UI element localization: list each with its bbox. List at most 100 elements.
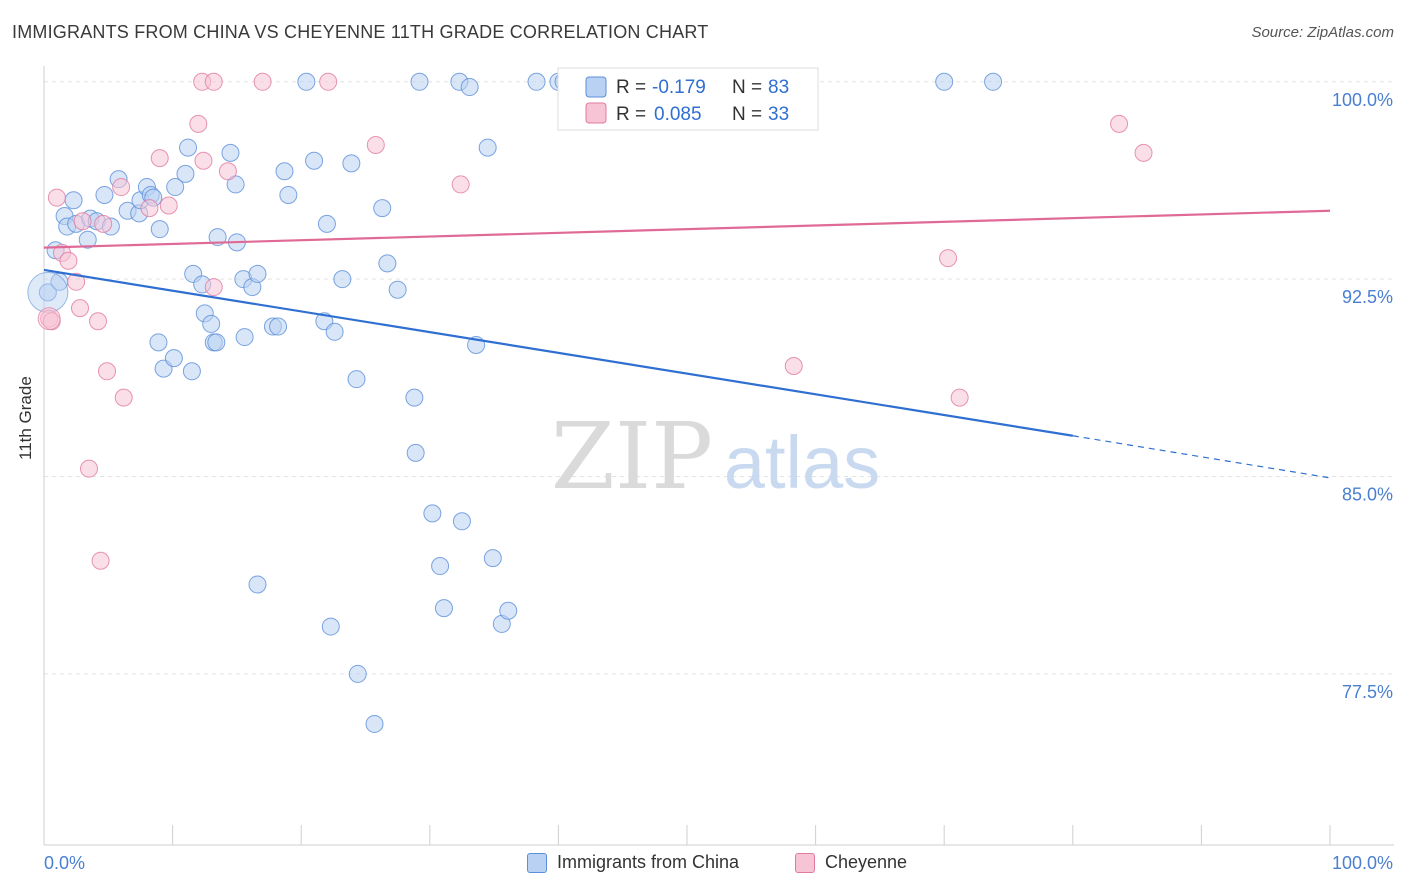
legend-swatch-cheyenne-bottom (795, 852, 815, 873)
china-point-46 (333, 270, 352, 289)
cheyenne-point-14 (140, 199, 159, 218)
cheyenne-point-15 (150, 149, 169, 168)
legend-swatch-cheyenne (585, 102, 607, 124)
cheyenne-point-9 (89, 312, 108, 331)
china-point-42 (305, 151, 324, 170)
china-point-74 (984, 72, 1003, 91)
cheyenne-point-17 (189, 114, 208, 133)
legend-n-label-china: N = (732, 77, 762, 98)
tick-labels: 100.0% 92.5% 85.0% 77.5% 0.0% 100.0% (44, 90, 1393, 873)
legend-n-value-china: 83 (768, 77, 789, 98)
china-point-56 (431, 557, 450, 576)
china-point-78 (182, 362, 201, 381)
x-tick-label-max: 100.0% (1332, 853, 1393, 873)
cheyenne-point-24 (784, 357, 803, 376)
china-point-28 (207, 333, 226, 352)
china-point-49 (373, 199, 392, 218)
china-point-80 (321, 617, 340, 636)
china-point-10 (95, 185, 114, 204)
china-point-75 (149, 333, 168, 352)
china-point-40 (279, 185, 298, 204)
cheyenne-point-11 (98, 362, 117, 381)
trend-lines (43, 209, 1331, 479)
legend-label-cheyenne: Cheyenne (825, 852, 908, 872)
cheyenne-point-12 (112, 178, 131, 197)
cheyenne-point-large (37, 307, 61, 331)
cheyenne-point-23 (451, 175, 470, 194)
cheyenne-point-31 (204, 72, 223, 91)
china-point-63 (483, 549, 502, 568)
china-point-77 (164, 349, 183, 368)
cheyenne-point-2 (47, 188, 66, 207)
legend-swatch-china-bottom (527, 852, 547, 873)
china-point-large (27, 271, 69, 313)
china-point-19 (150, 220, 169, 239)
trend-line-china (43, 268, 1073, 437)
legend-r-label-cheyenne: R = (616, 104, 646, 125)
china-point-41 (297, 72, 316, 91)
legend-top: R = -0.179 N = 83 R = 0.085 N = 33 (557, 67, 819, 131)
china-point-50 (378, 254, 397, 273)
cheyenne-point-29 (91, 551, 110, 570)
cheyenne-point-13 (114, 388, 133, 407)
china-point-79 (248, 575, 267, 594)
china-point-52 (405, 388, 424, 407)
cheyenne-point-28 (1134, 143, 1153, 162)
china-point-39 (275, 162, 294, 181)
y-tick-label-3: 77.5% (1342, 682, 1393, 702)
china-point-7 (78, 230, 97, 249)
cheyenne-point-32 (319, 72, 338, 91)
china-point-5 (64, 191, 83, 210)
cheyenne-point-26 (950, 388, 969, 407)
cheyenne-point-25 (939, 249, 958, 268)
y-tick-label-2: 85.0% (1342, 485, 1393, 505)
china-point-54 (410, 72, 429, 91)
china-point-26 (202, 314, 221, 333)
china-point-59 (452, 512, 471, 531)
legend-label-china: Immigrants from China (557, 852, 740, 872)
legend-n-label-cheyenne: N = (732, 104, 762, 125)
series-cheyenne-points (37, 72, 1153, 570)
watermark-zip: ZIP (551, 403, 713, 510)
trend-line-china-extension (1072, 435, 1331, 479)
legend-r-label-china: R = (616, 77, 646, 98)
china-point-45 (325, 322, 344, 341)
cheyenne-point-5 (67, 272, 86, 291)
legend-item-cheyenne[interactable]: Cheyenne (795, 852, 907, 873)
series-china-points (27, 72, 1003, 733)
china-point-73 (935, 72, 954, 91)
china-point-20 (166, 178, 185, 197)
china-point-57 (434, 599, 453, 618)
china-point-22 (179, 138, 198, 157)
china-point-65 (499, 601, 518, 620)
china-point-34 (235, 328, 254, 347)
china-point-48 (347, 370, 366, 389)
cheyenne-point-16 (159, 196, 178, 215)
cheyenne-point-8 (80, 459, 99, 478)
china-point-81 (348, 664, 367, 683)
legend-swatch-china (585, 76, 607, 98)
china-point-47 (342, 154, 361, 173)
china-point-60 (460, 78, 479, 97)
legend-r-value-cheyenne: 0.085 (654, 104, 702, 125)
china-point-55 (423, 504, 442, 523)
china-point-21 (176, 164, 195, 183)
cheyenne-point-27 (1110, 114, 1129, 133)
y-tick-label-0: 100.0% (1332, 90, 1393, 110)
cheyenne-point-7 (73, 212, 92, 231)
cheyenne-point-21 (253, 72, 272, 91)
cheyenne-point-4 (59, 251, 78, 270)
china-point-0 (38, 283, 57, 302)
cheyenne-point-18 (194, 151, 213, 170)
china-point-44 (317, 214, 336, 233)
china-point-38 (269, 317, 288, 336)
axes (43, 66, 1394, 846)
legend-r-value-china: -0.179 (652, 77, 706, 98)
china-point-62 (478, 138, 497, 157)
cheyenne-point-19 (204, 278, 223, 297)
legend-n-value-cheyenne: 33 (768, 104, 789, 125)
source-label: Source: ZipAtlas.com (1251, 24, 1394, 41)
watermark: ZIP atlas (551, 403, 880, 510)
legend-item-china[interactable]: Immigrants from China (527, 852, 739, 873)
